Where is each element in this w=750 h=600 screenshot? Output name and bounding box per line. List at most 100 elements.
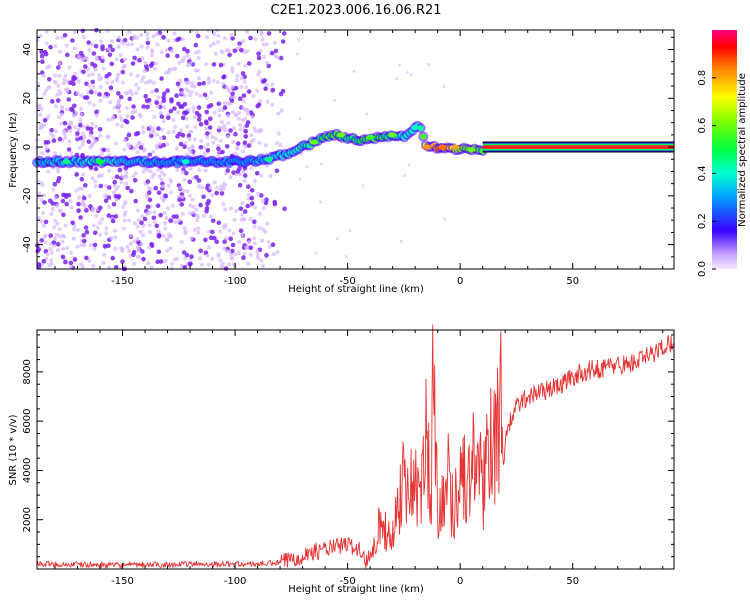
noise-point bbox=[150, 89, 155, 94]
noise-point bbox=[180, 211, 185, 216]
noise-point bbox=[57, 227, 62, 232]
noise-point bbox=[295, 52, 299, 56]
noise-point bbox=[124, 106, 129, 111]
noise-point bbox=[133, 198, 138, 204]
noise-point bbox=[214, 190, 219, 196]
noise-point bbox=[282, 206, 287, 212]
noise-point bbox=[112, 105, 117, 110]
noise-point bbox=[208, 116, 213, 122]
noise-point bbox=[40, 151, 45, 156]
noise-point bbox=[131, 36, 136, 41]
noise-point bbox=[209, 90, 214, 95]
noise-point bbox=[140, 125, 145, 130]
noise-point bbox=[104, 231, 109, 236]
noise-point bbox=[165, 142, 170, 147]
noise-point bbox=[244, 245, 249, 250]
noise-point bbox=[253, 205, 258, 210]
noise-point bbox=[63, 223, 68, 228]
snr-frame bbox=[36, 329, 675, 570]
noise-point bbox=[260, 198, 265, 203]
noise-point bbox=[197, 168, 202, 173]
noise-point bbox=[205, 253, 210, 258]
noise-point bbox=[39, 49, 44, 54]
noise-point bbox=[105, 147, 110, 152]
noise-point bbox=[134, 82, 139, 87]
noise-point bbox=[110, 39, 114, 44]
noise-point bbox=[263, 229, 268, 234]
noise-point bbox=[189, 129, 194, 134]
noise-point bbox=[198, 256, 203, 261]
noise-point bbox=[188, 211, 193, 216]
noise-point bbox=[241, 99, 246, 104]
noise-point bbox=[204, 126, 208, 131]
noise-point bbox=[178, 141, 184, 147]
noise-point bbox=[150, 61, 155, 66]
noise-point bbox=[99, 76, 104, 81]
noise-point bbox=[235, 145, 240, 150]
noise-point bbox=[258, 211, 262, 216]
noise-point bbox=[72, 72, 77, 76]
noise-point bbox=[158, 101, 163, 106]
noise-point bbox=[64, 43, 69, 48]
noise-point bbox=[212, 110, 217, 115]
noise-point bbox=[255, 253, 260, 258]
noise-point bbox=[198, 121, 204, 127]
noise-point bbox=[136, 208, 140, 213]
noise-point bbox=[193, 125, 198, 129]
noise-point bbox=[113, 214, 119, 219]
noise-point bbox=[57, 73, 62, 78]
noise-point bbox=[90, 121, 95, 126]
noise-point bbox=[101, 260, 106, 265]
noise-point bbox=[68, 260, 74, 266]
noise-point bbox=[120, 124, 125, 129]
noise-point bbox=[207, 245, 212, 250]
noise-point bbox=[46, 169, 51, 174]
noise-point bbox=[224, 48, 229, 53]
noise-point bbox=[409, 73, 413, 77]
noise-point bbox=[173, 125, 178, 129]
noise-point bbox=[139, 242, 144, 247]
noise-point bbox=[116, 35, 121, 40]
noise-point bbox=[122, 218, 127, 223]
noise-point bbox=[200, 185, 205, 190]
noise-point bbox=[195, 30, 199, 35]
noise-point bbox=[79, 112, 84, 117]
noise-point bbox=[82, 95, 88, 100]
noise-point bbox=[49, 131, 54, 136]
noise-point bbox=[39, 198, 44, 203]
noise-point bbox=[235, 73, 240, 78]
noise-point bbox=[237, 44, 242, 49]
noise-point bbox=[211, 78, 216, 83]
noise-point bbox=[47, 85, 52, 90]
noise-point bbox=[252, 224, 257, 229]
spectral-trace bbox=[32, 120, 674, 169]
noise-point bbox=[168, 218, 173, 223]
noise-point bbox=[99, 39, 103, 44]
noise-point bbox=[213, 51, 218, 56]
noise-point bbox=[266, 31, 272, 36]
noise-point bbox=[90, 72, 95, 77]
noise-point bbox=[147, 197, 153, 203]
noise-point bbox=[36, 262, 42, 267]
noise-point bbox=[51, 240, 57, 245]
noise-point bbox=[161, 119, 166, 124]
noise-point bbox=[51, 187, 56, 192]
noise-point bbox=[152, 66, 157, 71]
noise-point bbox=[145, 204, 151, 209]
noise-point bbox=[238, 127, 243, 132]
noise-point bbox=[219, 138, 223, 143]
snr-y-axis-label: SNR (10 * v/v) bbox=[8, 414, 19, 485]
noise-point bbox=[281, 31, 287, 36]
noise-point bbox=[204, 119, 209, 124]
noise-point bbox=[171, 117, 176, 122]
noise-point bbox=[61, 246, 66, 251]
noise-point bbox=[91, 140, 96, 145]
noise-point bbox=[72, 227, 77, 232]
noise-point bbox=[231, 139, 236, 144]
spectrogram-x-axis-label: Height of straight line (km) bbox=[288, 284, 424, 295]
noise-point bbox=[91, 103, 96, 108]
noise-point bbox=[57, 136, 63, 142]
snr-x-axis-label: Height of straight line (km) bbox=[288, 584, 424, 595]
noise-point bbox=[89, 243, 93, 248]
noise-point bbox=[145, 194, 150, 199]
